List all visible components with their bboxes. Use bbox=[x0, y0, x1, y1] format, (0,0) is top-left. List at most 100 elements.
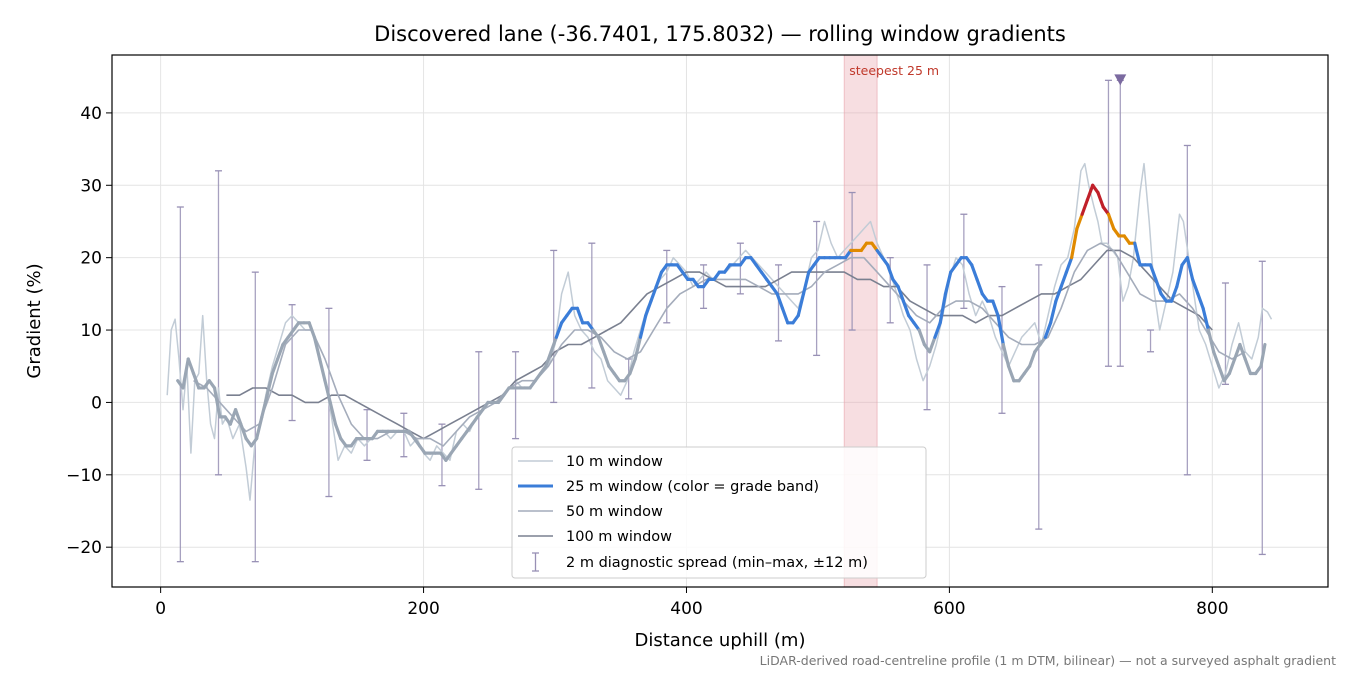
y-axis-title: Gradient (%) bbox=[24, 263, 45, 378]
series-25m-segment-29 bbox=[328, 400, 338, 426]
series-25m-segment-28 bbox=[323, 379, 332, 405]
series-25m-segment-195 bbox=[1201, 306, 1210, 332]
chart-title: Discovered lane (-36.7401, 175.8032) — r… bbox=[374, 22, 1066, 46]
plot-frame bbox=[111, 54, 1329, 588]
series-25m-segment-7 bbox=[212, 386, 222, 419]
series-25m-segment-192 bbox=[1185, 256, 1195, 281]
y-tick-label-4: 20 bbox=[80, 249, 102, 269]
series-25m-segment-175 bbox=[1096, 190, 1105, 209]
series-25m-segment-115 bbox=[780, 306, 790, 325]
max-marker bbox=[1114, 74, 1127, 86]
series-25m-segment-3 bbox=[191, 371, 201, 390]
marker-layer bbox=[1114, 74, 1127, 86]
series-25m-segment-203 bbox=[1243, 357, 1253, 376]
series-25m-segment-90 bbox=[649, 285, 658, 303]
series-25m-segment-168 bbox=[1059, 270, 1068, 289]
series-25m-segment-2 bbox=[186, 357, 196, 376]
x-axis-title: Distance uphill (m) bbox=[635, 630, 806, 651]
series-25m-segment-80 bbox=[596, 335, 606, 354]
y-tick-label-5: 30 bbox=[80, 176, 102, 196]
y-tick-label-3: 10 bbox=[80, 321, 102, 341]
series-25m-segment-167 bbox=[1054, 285, 1063, 303]
series-25m-segment-145 bbox=[938, 292, 948, 325]
series-25m-segment-17 bbox=[265, 371, 274, 397]
footnote: LiDAR-derived road-centreline profile (1… bbox=[760, 653, 1336, 668]
series-25m-segment-143 bbox=[928, 335, 937, 354]
series-25m-segment-81 bbox=[602, 350, 611, 368]
series-25m-segment-137 bbox=[896, 285, 905, 303]
series-25m-segment-135 bbox=[886, 263, 895, 281]
series-25m-segment-155 bbox=[991, 299, 1000, 318]
series-25m-segment-193 bbox=[1190, 277, 1200, 296]
series-25m-segment-196 bbox=[1206, 328, 1216, 354]
y-tick-label-1: −10 bbox=[66, 466, 102, 486]
series-25m-segment-158 bbox=[1006, 364, 1016, 383]
series-25m-segment-91 bbox=[654, 270, 664, 289]
series-25m-segment-76 bbox=[575, 306, 585, 325]
series-25m-segment-72 bbox=[554, 321, 564, 339]
series-25m-segment-138 bbox=[901, 299, 911, 318]
series-25m-segment-15 bbox=[255, 415, 264, 441]
series-25m-segment-10 bbox=[228, 408, 238, 426]
series-25m-segment-152 bbox=[975, 277, 984, 296]
series-25m-segment-30 bbox=[333, 422, 343, 441]
legend-label-50m: 50 m window bbox=[566, 504, 663, 520]
y-tick-label-6: 40 bbox=[80, 104, 102, 124]
x-tick-label-3: 600 bbox=[933, 599, 965, 619]
series-line-3 bbox=[226, 249, 1213, 440]
series-25m-segment-173 bbox=[1085, 183, 1095, 202]
legend-label-25m: 25 m window (color = grade band) bbox=[566, 479, 819, 495]
series-25m-segment-185 bbox=[1148, 263, 1158, 281]
series-25m-segment-144 bbox=[933, 321, 942, 339]
series-25m-segment-172 bbox=[1080, 198, 1090, 216]
x-tick-label-1: 200 bbox=[407, 599, 439, 619]
series-25m-segment-1 bbox=[181, 357, 190, 390]
series-25m-segment-189 bbox=[1169, 285, 1179, 303]
series-25m-segment-197 bbox=[1212, 350, 1221, 368]
series-25m-segment-151 bbox=[970, 263, 979, 281]
series-25m-segment-16 bbox=[260, 393, 269, 419]
series-25m-segment-166 bbox=[1049, 299, 1058, 325]
series-25m-segment-200 bbox=[1227, 357, 1237, 376]
series-25m-segment-87 bbox=[633, 335, 643, 361]
series-25m-segment-11 bbox=[233, 408, 243, 426]
series-25m-segment-194 bbox=[1196, 292, 1205, 310]
series-25m-segment-26 bbox=[312, 335, 322, 361]
series-25m-segment-141 bbox=[917, 328, 927, 347]
series-25m-segment-12 bbox=[239, 422, 248, 441]
series-25m-segment-18 bbox=[270, 357, 280, 376]
series-25m-segment-165 bbox=[1043, 321, 1053, 339]
series-25m-segment-201 bbox=[1233, 342, 1242, 361]
legend-label-100m: 100 m window bbox=[566, 529, 672, 545]
series-25m-segment-70 bbox=[544, 350, 553, 368]
series-25m-segment-169 bbox=[1064, 256, 1074, 274]
y-tick-label-2: 0 bbox=[91, 393, 102, 413]
series-25m-segment-198 bbox=[1217, 364, 1226, 383]
series-25m-segment-170 bbox=[1070, 227, 1079, 260]
steepest-label: steepest 25 m bbox=[849, 63, 939, 78]
legend-label-errorbar: 2 m diagnostic spread (min–max, ±12 m) bbox=[566, 555, 868, 571]
series-25m-segment-186 bbox=[1154, 277, 1163, 296]
x-tick-label-4: 800 bbox=[1196, 599, 1228, 619]
series-25m-segment-206 bbox=[1259, 342, 1267, 368]
x-tick-label-2: 400 bbox=[670, 599, 702, 619]
legend-swatch-errorbar bbox=[532, 552, 539, 572]
series-25m-segment-86 bbox=[628, 357, 637, 376]
series-25m-segment-177 bbox=[1106, 212, 1116, 231]
tick-layer: 0 200 400 600 800 −20 −10 0 10 20 30 40 bbox=[66, 104, 1228, 619]
series-25m-segment-119 bbox=[801, 270, 811, 296]
legend-box bbox=[511, 446, 927, 579]
legend: 10 m window 25 m window (color = grade b… bbox=[511, 446, 927, 579]
series-25m-segment-156 bbox=[996, 313, 1005, 347]
series-25m-segment-89 bbox=[644, 299, 653, 318]
series-25m-segment-162 bbox=[1027, 350, 1037, 368]
series-25m-segment-157 bbox=[1001, 342, 1011, 368]
series-25m-segment-146 bbox=[943, 270, 953, 296]
series-25m-segment-114 bbox=[775, 292, 785, 310]
series-25m-segment-71 bbox=[549, 335, 558, 354]
series-25m-segment-88 bbox=[638, 313, 648, 339]
series-25m-segment-25 bbox=[307, 321, 317, 339]
y-tick-label-0: −20 bbox=[66, 538, 102, 558]
series-25m-segment-171 bbox=[1075, 212, 1084, 231]
